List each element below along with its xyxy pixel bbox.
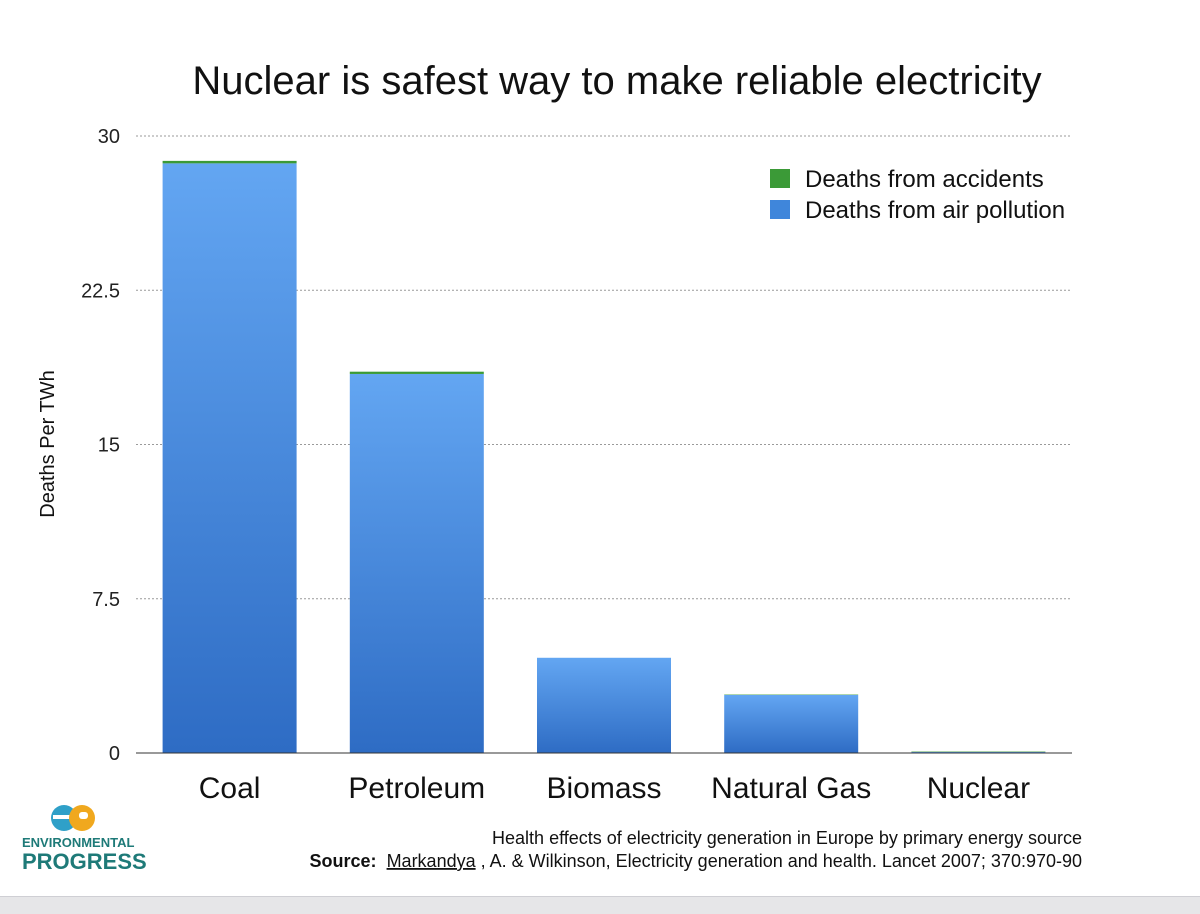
bar-biomass-air-pollution [537,658,671,753]
category-label: Coal [199,772,261,805]
source-label: Source: [310,851,377,871]
category-label: Biomass [546,772,661,805]
y-tick-label: 7.5 [92,589,120,611]
category-label: Nuclear [927,772,1030,805]
y-axis-title: Deaths Per TWh [37,370,59,517]
source-citation: , A. & Wilkinson, Electricity generation… [481,851,1082,871]
chart-title: Nuclear is safest way to make reliable e… [192,59,1041,103]
category-label: Petroleum [348,772,485,805]
source-author: Markandya [387,851,477,871]
environmental-progress-logo: ENVIRONMENTAL PROGRESS [22,805,147,874]
logo-line1: ENVIRONMENTAL [22,835,134,850]
y-tick-label: 30 [98,126,120,148]
y-tick-label: 15 [98,435,120,457]
logo-line2: PROGRESS [22,849,147,874]
bars [163,161,1046,753]
bar-coal-accidents [163,161,297,163]
category-label: Natural Gas [711,772,871,805]
bottom-strip [0,896,1200,914]
footnote: Health effects of electricity generation… [310,828,1082,871]
y-tick-labels: 0 7.5 15 22.5 30 [81,126,120,765]
category-labels: Coal Petroleum Biomass Natural Gas Nuclear [199,772,1030,805]
y-tick-label: 22.5 [81,280,120,302]
bar-natural-gas-air-pollution [724,695,858,753]
bar-petroleum-accidents [350,372,484,374]
legend: Deaths from accidents Deaths from air po… [770,166,1065,224]
legend-label-air-pollution: Deaths from air pollution [805,197,1065,224]
y-tick-label: 0 [109,743,120,765]
footnote-source-line: Source: Markandya , A. & Wilkinson, Elec… [310,851,1082,871]
bar-coal-air-pollution [163,163,297,753]
legend-swatch-accidents [770,169,790,188]
bar-petroleum-air-pollution [350,374,484,753]
legend-swatch-air-pollution [770,200,790,219]
legend-label-accidents: Deaths from accidents [805,166,1044,193]
footnote-line1: Health effects of electricity generation… [492,828,1082,848]
